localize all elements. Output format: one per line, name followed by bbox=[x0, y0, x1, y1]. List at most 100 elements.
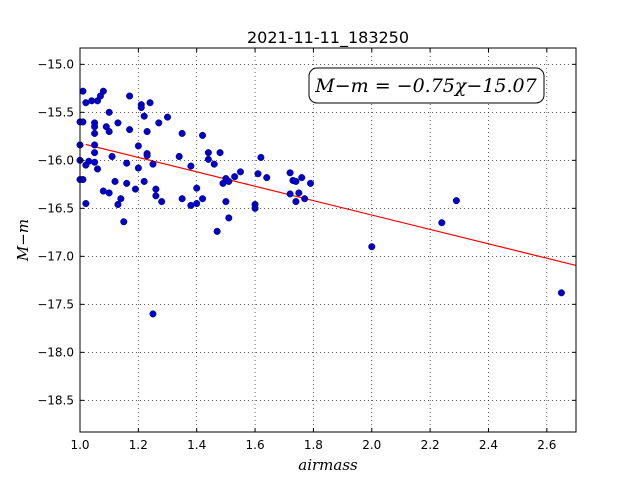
data-point bbox=[143, 128, 151, 136]
data-point bbox=[175, 152, 183, 160]
data-point bbox=[251, 204, 259, 212]
grid-lines bbox=[79, 48, 576, 432]
data-point bbox=[298, 174, 306, 182]
data-point bbox=[105, 128, 113, 136]
data-point bbox=[193, 200, 201, 208]
data-point bbox=[452, 197, 460, 205]
data-point bbox=[225, 214, 233, 222]
annotation-text: M−m = −0.75χ−15.07 bbox=[314, 75, 537, 97]
data-point bbox=[85, 157, 93, 165]
data-point bbox=[178, 195, 186, 203]
data-point bbox=[155, 119, 163, 127]
data-point bbox=[126, 92, 134, 100]
data-point bbox=[108, 152, 116, 160]
data-point bbox=[301, 195, 309, 203]
data-point bbox=[88, 97, 96, 105]
data-point bbox=[210, 160, 218, 168]
data-point bbox=[123, 159, 131, 167]
x-tick-label: 2.4 bbox=[479, 438, 498, 452]
data-point bbox=[79, 118, 87, 126]
data-point bbox=[134, 142, 142, 150]
data-point bbox=[91, 123, 99, 131]
axis-ticks: 1.0 1.2 1.4 1.6 1.8 2.0 2.2 2.4 2.6 −15.0 −15.5 −16… bbox=[37, 48, 576, 452]
data-point bbox=[204, 149, 212, 157]
data-point bbox=[254, 170, 262, 178]
data-point bbox=[134, 164, 142, 172]
data-point bbox=[149, 160, 157, 168]
y-axis-label: M−m bbox=[14, 219, 32, 262]
x-axis-label: airmass bbox=[298, 456, 358, 474]
data-point bbox=[438, 219, 446, 227]
x-tick-label: 1.6 bbox=[246, 438, 265, 452]
y-tick-label: −15.5 bbox=[37, 105, 74, 119]
data-point bbox=[126, 126, 134, 134]
data-point bbox=[187, 162, 195, 170]
plot-frame bbox=[79, 47, 577, 433]
data-point bbox=[152, 185, 160, 193]
data-point bbox=[295, 189, 303, 197]
data-point bbox=[204, 155, 212, 163]
data-point bbox=[286, 190, 294, 198]
y-tick-label: −16.5 bbox=[37, 201, 74, 215]
data-point bbox=[105, 108, 113, 116]
data-point bbox=[91, 149, 99, 157]
y-tick-label: −17.0 bbox=[37, 249, 74, 263]
data-point bbox=[117, 195, 125, 203]
data-point bbox=[257, 153, 265, 161]
data-point bbox=[199, 131, 207, 139]
data-point bbox=[213, 227, 221, 235]
data-point bbox=[557, 289, 565, 297]
data-point bbox=[94, 165, 102, 173]
x-tick-label: 1.0 bbox=[70, 438, 89, 452]
data-point bbox=[143, 152, 151, 160]
data-point bbox=[79, 87, 87, 95]
x-tick-label: 2.6 bbox=[537, 438, 556, 452]
data-point bbox=[222, 198, 230, 206]
data-point bbox=[187, 201, 195, 209]
x-tick-label: 2.0 bbox=[362, 438, 381, 452]
data-point bbox=[164, 113, 172, 121]
data-point bbox=[82, 99, 90, 107]
data-point bbox=[123, 179, 131, 187]
annotation-frame bbox=[308, 67, 545, 104]
data-point bbox=[140, 112, 148, 120]
data-point bbox=[178, 129, 186, 137]
y-tick-label: −15.0 bbox=[37, 57, 74, 71]
data-point bbox=[114, 200, 122, 208]
data-point bbox=[137, 104, 145, 112]
data-point bbox=[199, 195, 207, 203]
data-point bbox=[91, 141, 99, 149]
data-point bbox=[231, 173, 239, 181]
data-point bbox=[131, 185, 139, 193]
data-point bbox=[146, 99, 154, 107]
data-point bbox=[91, 129, 99, 137]
data-point bbox=[105, 189, 113, 197]
data-point bbox=[149, 310, 157, 318]
data-point bbox=[286, 169, 294, 177]
y-tick-label: −16.0 bbox=[37, 153, 74, 167]
y-tick-label: −18.5 bbox=[37, 393, 74, 407]
data-point bbox=[236, 168, 244, 176]
data-point bbox=[368, 243, 376, 251]
data-point bbox=[114, 119, 122, 127]
data-point bbox=[99, 87, 107, 95]
equation-annotation: M−m = −0.75χ−15.07 bbox=[308, 67, 545, 104]
x-tick-label: 1.8 bbox=[304, 438, 323, 452]
fit-line-layer bbox=[85, 143, 577, 267]
data-point bbox=[193, 184, 201, 192]
data-point bbox=[111, 177, 119, 185]
x-tick-label: 2.2 bbox=[421, 438, 440, 452]
data-point bbox=[99, 187, 107, 195]
data-point bbox=[140, 177, 148, 185]
data-points bbox=[76, 87, 565, 318]
data-point bbox=[306, 179, 314, 187]
x-tick-label: 1.2 bbox=[129, 438, 148, 452]
data-point bbox=[225, 177, 233, 185]
y-tick-label: −18.0 bbox=[37, 345, 74, 359]
data-point bbox=[292, 198, 300, 206]
data-point bbox=[216, 149, 224, 157]
data-point bbox=[292, 177, 300, 185]
data-point bbox=[263, 174, 271, 182]
data-point bbox=[152, 192, 160, 200]
